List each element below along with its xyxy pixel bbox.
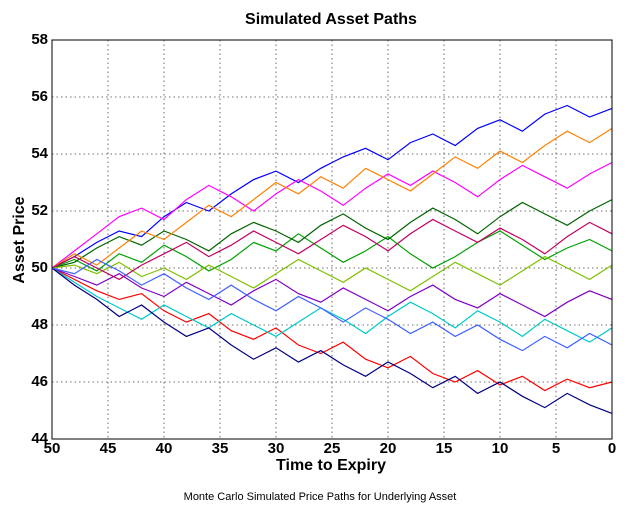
y-tick-label: 46	[31, 373, 48, 390]
price-path	[51, 255, 613, 292]
x-axis-label: Time to Expiry	[276, 457, 386, 474]
y-tick-label: 54	[31, 145, 48, 162]
y-tick-label: 50	[31, 259, 48, 276]
price-path	[51, 161, 613, 269]
x-tick-label: 20	[380, 440, 397, 457]
y-tick-label: 58	[31, 31, 48, 48]
price-path	[51, 267, 613, 414]
plot-frame	[51, 39, 613, 440]
x-tick-label: 50	[44, 440, 61, 457]
price-path	[51, 218, 613, 281]
y-tick-label: 44	[31, 430, 48, 447]
x-tick-label: 45	[100, 440, 117, 457]
x-tick-label: 15	[436, 440, 453, 457]
x-tick-label: 35	[212, 440, 229, 457]
y-tick-label: 48	[31, 316, 48, 333]
x-tick-label: 10	[492, 440, 509, 457]
x-tick-label: 30	[268, 440, 285, 457]
x-tick-label: 5	[552, 440, 560, 457]
price-path	[51, 230, 613, 272]
y-tick-label: 56	[31, 88, 48, 105]
y-tick-label: 52	[31, 202, 48, 219]
x-tick-label: 25	[324, 440, 341, 457]
price-path	[51, 267, 613, 343]
y-axis-label: Asset Price	[11, 196, 28, 283]
price-path	[51, 199, 613, 269]
price-path	[51, 104, 613, 269]
price-path	[51, 258, 613, 352]
caption: Monte Carlo Simulated Price Paths for Un…	[184, 491, 457, 503]
price-path	[51, 267, 613, 318]
price-path	[51, 127, 613, 269]
x-tick-label: 40	[156, 440, 173, 457]
chart-title: Simulated Asset Paths	[245, 11, 417, 28]
x-tick-label: 0	[608, 440, 616, 457]
price-path	[51, 267, 613, 392]
